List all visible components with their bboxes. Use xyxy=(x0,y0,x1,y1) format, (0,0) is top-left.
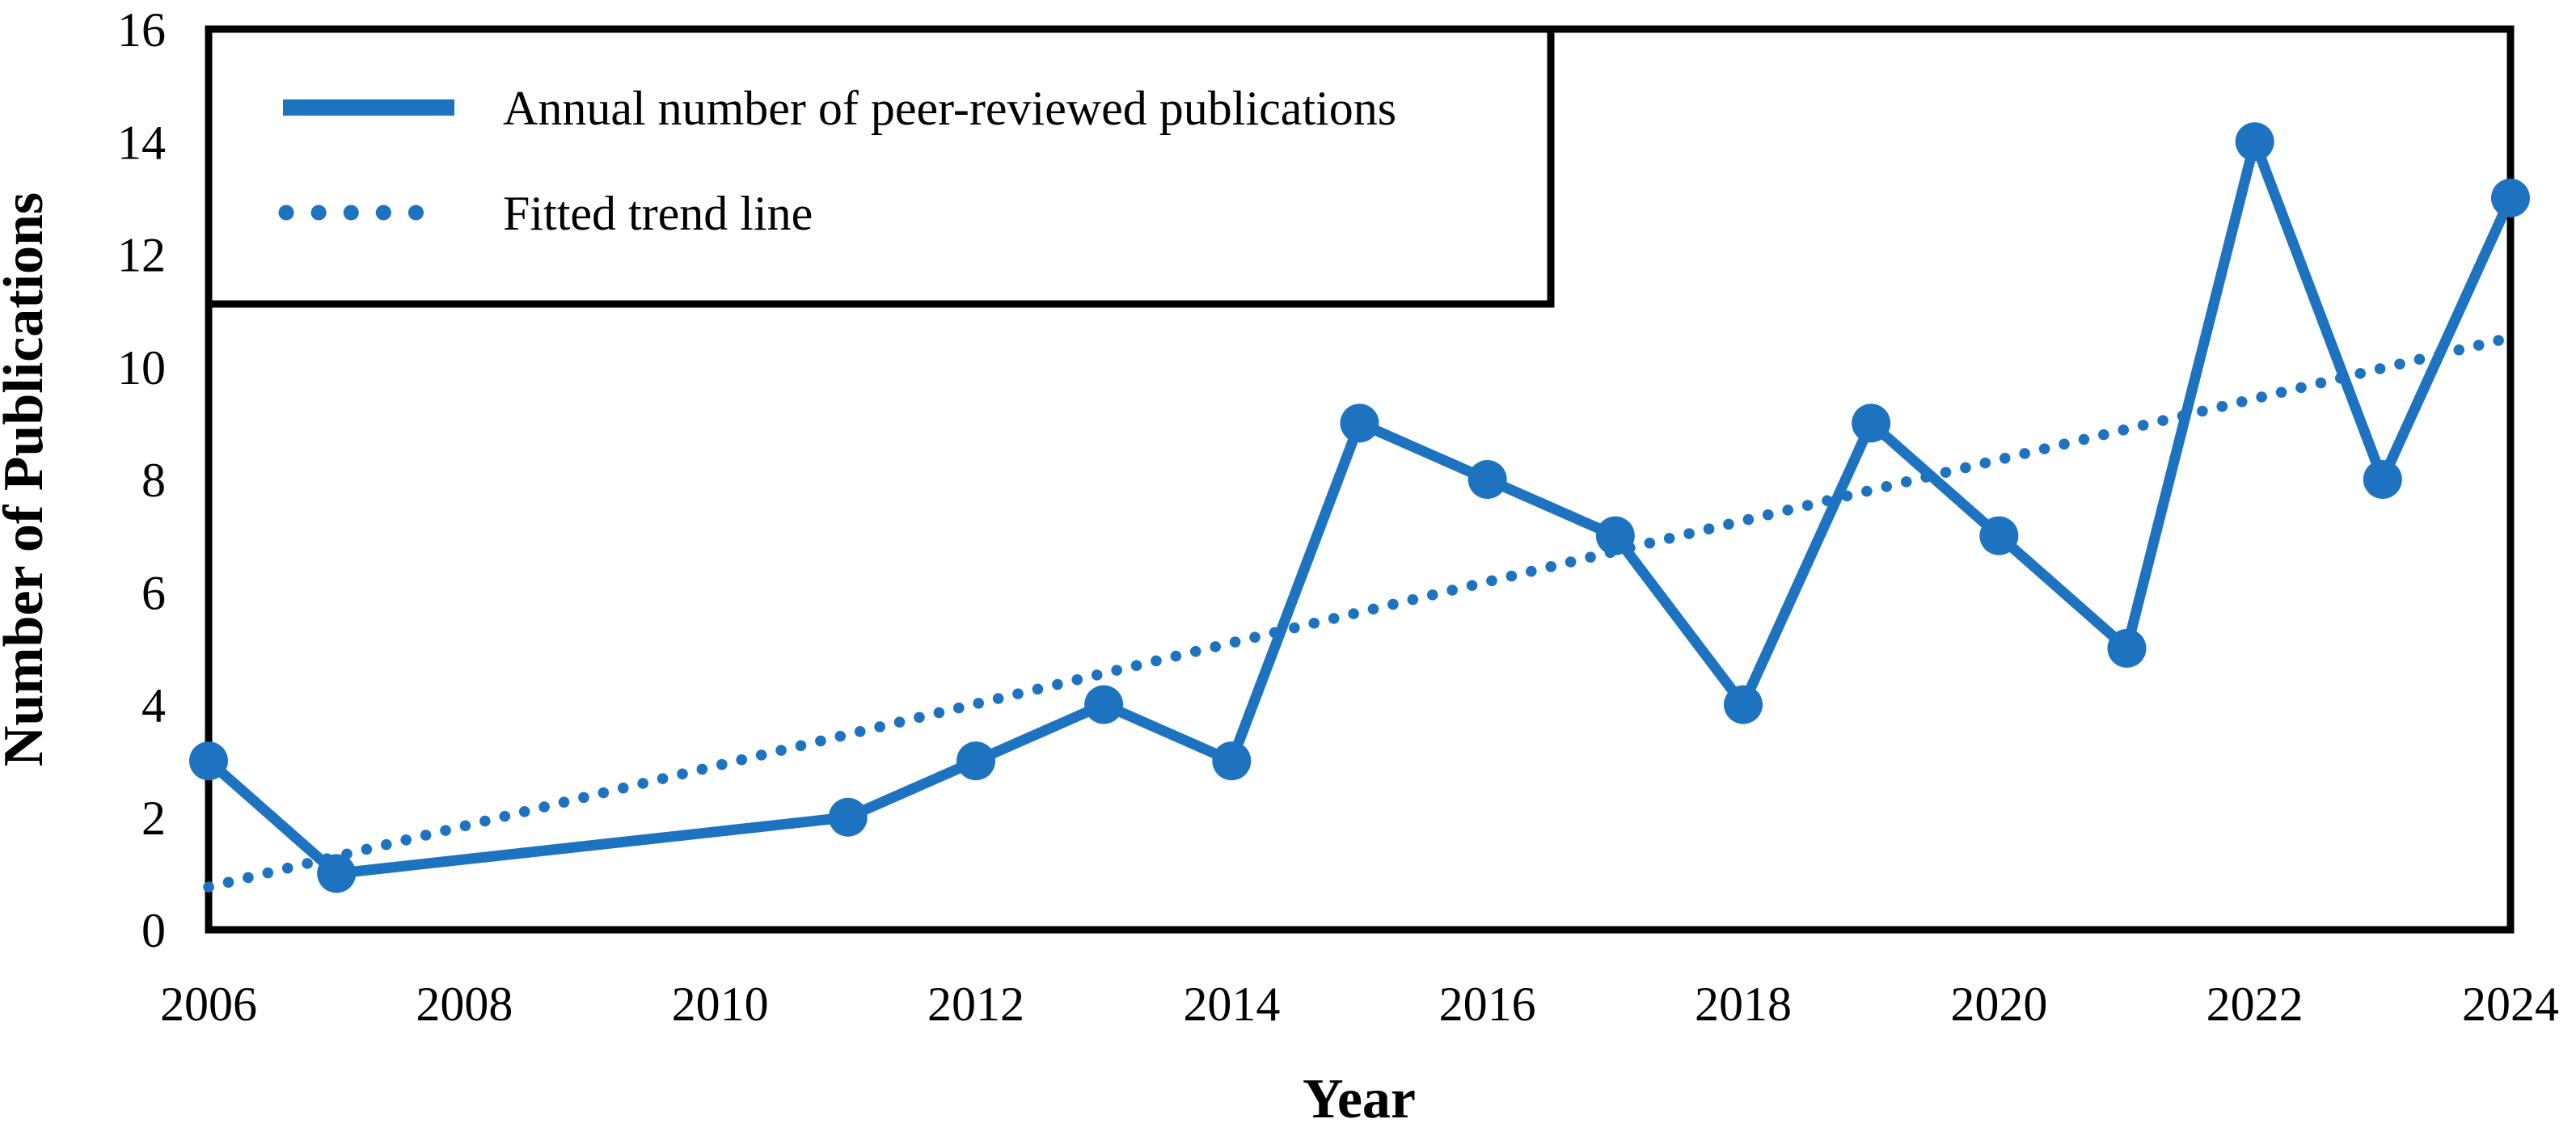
legend-item-series: Annual number of peer-reviewed publicati… xyxy=(283,82,1396,135)
data-point-marker xyxy=(317,854,357,893)
legend: Annual number of peer-reviewed publicati… xyxy=(205,25,1555,308)
x-tick-label: 2016 xyxy=(1439,977,1536,1031)
data-point-marker xyxy=(1084,685,1124,724)
y-tick-label: 2 xyxy=(141,792,166,845)
x-tick-label: 2024 xyxy=(2462,977,2559,1031)
legend-item-trend: Fitted trend line xyxy=(278,187,813,240)
legend-box xyxy=(205,25,1555,308)
data-point-marker xyxy=(2235,122,2274,162)
data-series-group xyxy=(189,122,2530,893)
x-tick-label: 2022 xyxy=(2206,977,2304,1031)
data-point-marker xyxy=(189,741,228,781)
data-point-marker xyxy=(1340,403,1379,443)
x-tick-label: 2020 xyxy=(1950,977,2047,1031)
y-tick-label: 6 xyxy=(141,566,166,619)
series-line xyxy=(203,136,2516,879)
y-axis-title: Number of Publications xyxy=(0,192,55,766)
y-tick-label: 0 xyxy=(141,904,166,957)
y-tick-label: 16 xyxy=(117,3,166,57)
data-point-marker xyxy=(828,797,868,837)
data-point-marker xyxy=(1724,685,1763,724)
y-tick-label: 8 xyxy=(141,454,166,507)
x-tick-label: 2010 xyxy=(672,977,769,1031)
trend-line xyxy=(203,331,2516,893)
trend-line-group xyxy=(203,331,2516,893)
data-point-marker xyxy=(1979,516,2019,555)
data-point-marker xyxy=(1852,403,1891,443)
y-tick-label: 4 xyxy=(141,679,166,733)
data-point-marker xyxy=(956,741,995,781)
y-axis-tick-labels: 0 2 4 6 8 10 12 14 16 xyxy=(117,3,166,957)
data-point-marker xyxy=(2107,628,2147,668)
x-tick-label: 2018 xyxy=(1695,977,1792,1031)
x-tick-label: 2012 xyxy=(927,977,1024,1031)
x-tick-label: 2014 xyxy=(1183,977,1280,1031)
data-point-marker xyxy=(1595,516,1635,555)
data-point-marker xyxy=(1212,741,1252,781)
y-tick-label: 10 xyxy=(117,341,166,395)
legend-item-label: Annual number of peer-reviewed publicati… xyxy=(503,82,1396,135)
data-point-marker xyxy=(2363,460,2402,499)
y-tick-label: 14 xyxy=(117,116,166,169)
x-tick-label: 2006 xyxy=(160,977,257,1031)
y-tick-label: 12 xyxy=(117,229,166,282)
data-point-marker xyxy=(2491,178,2530,217)
x-axis-title: Year xyxy=(1303,1068,1416,1130)
x-axis-tick-labels: 2006 2008 2010 2012 2014 2016 2018 2020 2022 2024 xyxy=(160,977,2559,1031)
x-tick-label: 2008 xyxy=(416,977,513,1031)
legend-item-label: Fitted trend line xyxy=(503,187,813,240)
data-point-marker xyxy=(1467,460,1507,499)
